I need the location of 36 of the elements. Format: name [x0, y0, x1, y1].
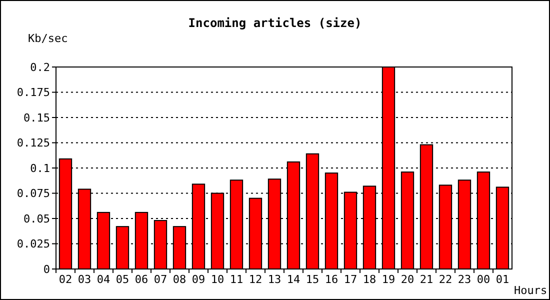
y-tick-label: 0.05 — [24, 212, 50, 226]
chart-title: Incoming articles (size) — [188, 16, 362, 30]
x-tick-label: 10 — [210, 273, 224, 286]
x-tick-label: 23 — [458, 273, 472, 286]
x-tick-label: 12 — [248, 273, 262, 286]
x-tick-label: 17 — [344, 273, 358, 286]
x-tick-label: 18 — [362, 273, 376, 286]
x-tick-label: 06 — [134, 273, 148, 286]
y-tick-label: 0.15 — [24, 111, 50, 124]
x-tick-label: 22 — [438, 273, 452, 286]
x-axis-title: Hours — [514, 284, 548, 297]
x-tick-label: 13 — [268, 273, 282, 286]
y-tick-label: 0.075 — [16, 187, 50, 200]
x-tick-label: 21 — [420, 273, 434, 286]
x-tick-label: 11 — [230, 273, 244, 286]
y-tick-label: 0.2 — [30, 60, 50, 74]
x-tick-label: 15 — [306, 273, 320, 286]
x-tick-label: 09 — [192, 273, 206, 286]
x-tick-label: 14 — [286, 273, 300, 286]
x-tick-label: 01 — [496, 273, 510, 286]
y-tick-label: 0.125 — [16, 136, 50, 150]
y-tick-label: 0.175 — [16, 86, 50, 100]
x-tick-label: 19 — [382, 273, 396, 286]
x-tick-label: 05 — [116, 273, 130, 286]
y-tick-label: 0.025 — [16, 238, 50, 251]
x-tick-label: 02 — [58, 273, 72, 286]
x-tick-label: 07 — [154, 273, 168, 286]
x-tick-label: 00 — [476, 273, 490, 286]
y-tick-label: 0 — [43, 262, 50, 276]
x-tick-label: 20 — [400, 273, 414, 286]
x-tick-label: 04 — [96, 273, 110, 286]
x-tick-label: 08 — [172, 273, 186, 286]
x-tick-label: 16 — [324, 273, 338, 286]
x-tick-label: 03 — [78, 273, 92, 286]
y-axis-title: Kb/sec — [28, 32, 68, 45]
y-tick-label: 0.1 — [30, 162, 50, 175]
